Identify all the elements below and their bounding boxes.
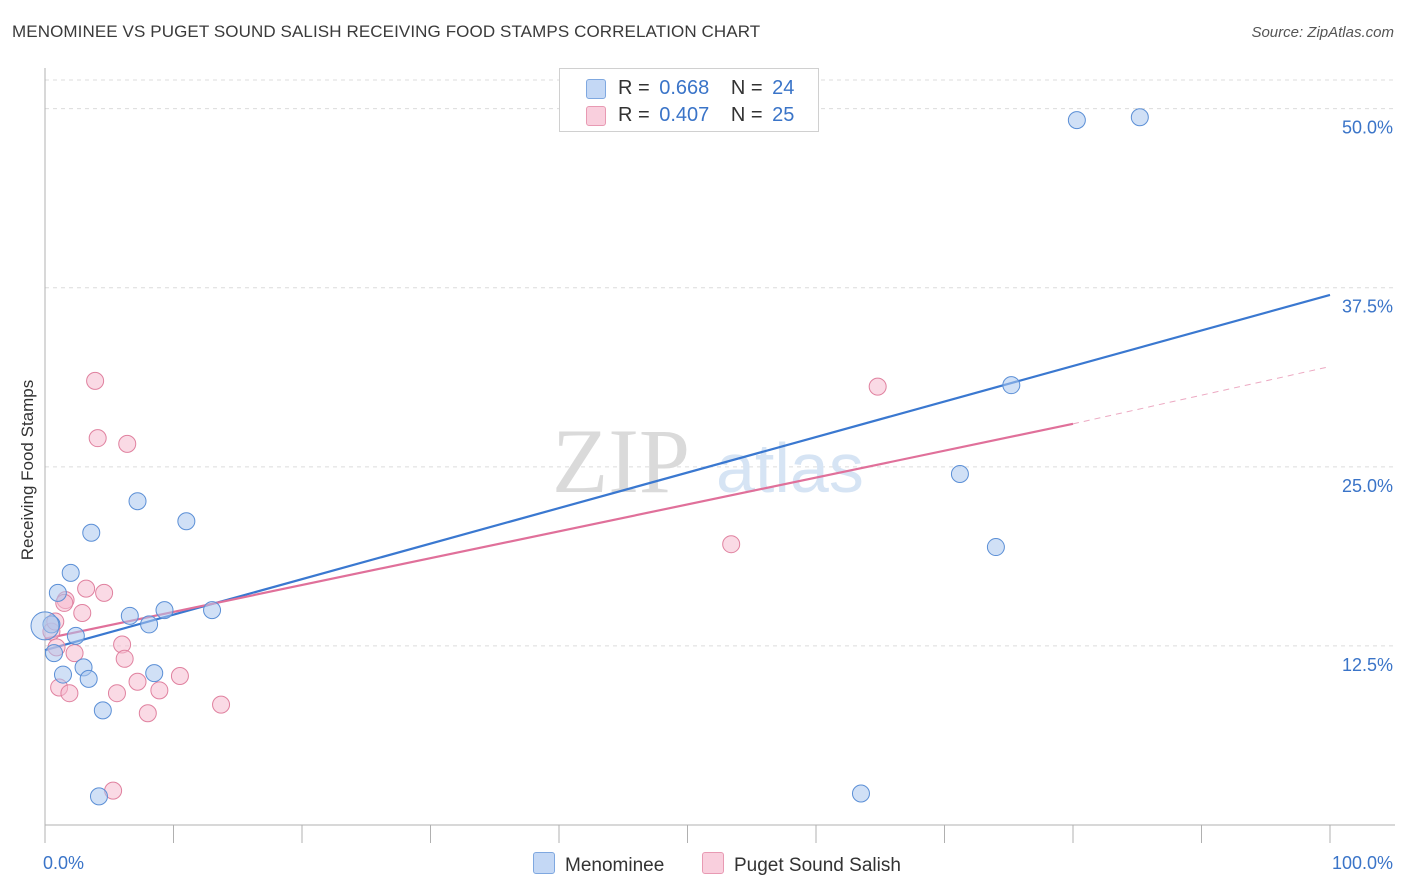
chart-title: MENOMINEE VS PUGET SOUND SALISH RECEIVIN… xyxy=(12,22,761,41)
point-puget-sound-salish-9 xyxy=(88,429,107,448)
point-puget-sound-salish-20 xyxy=(212,695,231,714)
point-menominee-12 xyxy=(128,492,147,511)
point-menominee-14 xyxy=(145,664,164,683)
y-tick-label-25: 25.0% xyxy=(1342,476,1393,496)
point-puget-sound-salish-23 xyxy=(868,377,887,396)
point-menominee-cluster xyxy=(30,611,60,641)
point-menominee-8 xyxy=(82,523,101,542)
point-puget-sound-salish-18 xyxy=(150,681,169,700)
bottom-legend-label-puget-sound-salish: Puget Sound Salish xyxy=(734,855,901,876)
legend-text-menominee: R = 0.668 N = 24 xyxy=(618,77,795,99)
point-puget-sound-salish-17 xyxy=(138,704,157,723)
tick-label-layer: 12.5% 25.0% 37.5% 50.0% 0.0% 100.0% xyxy=(43,118,1393,873)
point-menominee-22 xyxy=(1067,111,1086,130)
point-puget-sound-salish-19 xyxy=(170,667,189,685)
point-menominee-21 xyxy=(1002,376,1021,395)
point-menominee-16 xyxy=(177,512,196,531)
point-menominee-2 xyxy=(48,583,67,602)
legend: R = 0.668 N = 24 R = 0.407 N = 25 xyxy=(559,68,819,132)
source-label: Source: ZipAtlas.com xyxy=(1251,24,1394,41)
point-menominee-18 xyxy=(851,784,870,803)
y-tick-label-37.5: 37.5% xyxy=(1342,297,1393,317)
point-menominee-10 xyxy=(93,701,112,720)
point-puget-sound-salish-8 xyxy=(86,371,105,390)
legend-text-puget-sound-salish: R = 0.407 N = 25 xyxy=(618,104,795,126)
point-puget-sound-salish-12 xyxy=(107,684,126,703)
axis-layer xyxy=(44,68,1395,843)
point-menominee-9 xyxy=(89,787,108,806)
point-puget-sound-salish-14 xyxy=(115,649,134,668)
watermark-zip: ZIP xyxy=(552,410,690,512)
point-menominee-0 xyxy=(42,615,61,634)
point-puget-sound-salish-4 xyxy=(60,684,79,703)
bottom-legend-puget-sound-salish: Puget Sound Salish xyxy=(702,852,901,877)
legend-swatch-puget-sound-salish xyxy=(586,106,606,126)
point-menominee-1 xyxy=(44,644,63,663)
y-tick-label-12.5: 12.5% xyxy=(1342,655,1393,675)
point-layer xyxy=(30,108,1149,806)
point-menominee-11 xyxy=(120,606,139,625)
point-menominee-3 xyxy=(53,665,72,684)
point-puget-sound-salish-7 xyxy=(77,579,96,598)
point-puget-sound-salish-10 xyxy=(95,583,114,602)
point-menominee-7 xyxy=(79,669,98,688)
point-menominee-23 xyxy=(1130,108,1149,127)
bottom-legend-swatch-menominee xyxy=(533,852,555,874)
trend-line-extension-puget-sound-salish xyxy=(1072,366,1331,425)
bottom-legend-swatch-puget-sound-salish xyxy=(702,852,724,874)
point-menominee-4 xyxy=(61,563,80,582)
bottom-legend-label-menominee: Menominee xyxy=(565,855,665,876)
trend-line-menominee xyxy=(44,293,1331,652)
point-menominee-5 xyxy=(66,626,85,645)
point-puget-sound-salish-15 xyxy=(118,434,137,453)
point-puget-sound-salish-22 xyxy=(722,535,741,554)
watermark: ZIP atlas xyxy=(552,410,864,512)
point-puget-sound-salish-6 xyxy=(73,603,92,622)
legend-swatch-menominee xyxy=(586,79,606,99)
y-tick-label-50: 50.0% xyxy=(1342,118,1393,138)
trend-layer xyxy=(44,293,1331,652)
point-puget-sound-salish-16 xyxy=(128,672,147,691)
point-menominee-19 xyxy=(950,464,969,483)
point-menominee-17 xyxy=(203,601,222,620)
point-menominee-20 xyxy=(986,538,1005,557)
point-menominee-13 xyxy=(140,615,159,634)
watermark-atlas: atlas xyxy=(716,429,864,507)
bottom-legend-menominee: Menominee xyxy=(533,852,664,877)
x-tick-label-max: 100.0% xyxy=(1332,853,1393,873)
point-menominee-15 xyxy=(155,601,174,620)
x-tick-label-min: 0.0% xyxy=(43,853,84,873)
grid-layer xyxy=(45,79,1395,647)
